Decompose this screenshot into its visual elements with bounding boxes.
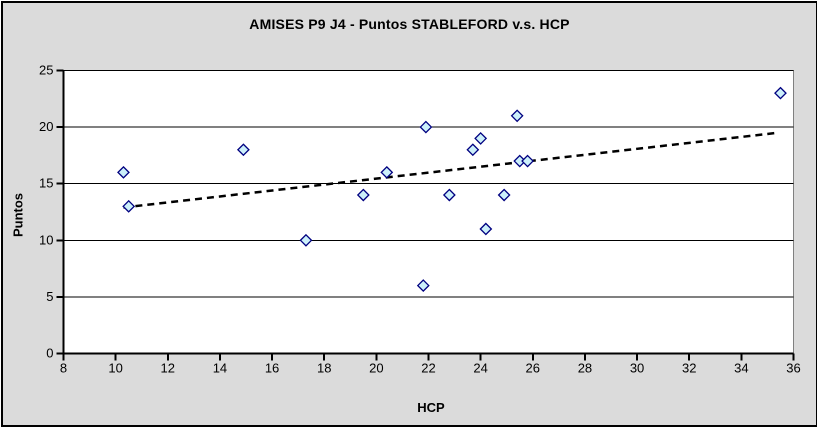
plot-area [63, 70, 794, 354]
data-point [117, 165, 130, 179]
data-point [466, 143, 480, 157]
x-tick-label: 34 [734, 361, 748, 376]
x-tick-label: 28 [578, 361, 592, 376]
data-point [122, 199, 136, 213]
x-tick-label: 8 [60, 361, 67, 376]
x-tick-label: 24 [473, 361, 487, 376]
x-axis-title: HCP [417, 400, 445, 415]
y-tick-label: 20 [39, 119, 53, 134]
trendline [123, 131, 778, 209]
x-tick-label: 12 [161, 361, 175, 376]
x-tick-label: 22 [421, 361, 435, 376]
data-point [474, 132, 488, 145]
x-tick-label: 30 [630, 361, 644, 376]
data-point [774, 86, 787, 100]
data-point [299, 233, 313, 247]
x-tick-label: 16 [265, 361, 279, 376]
data-point [497, 188, 511, 202]
y-axis-title: Puntos [10, 192, 26, 238]
y-tick-label: 15 [39, 176, 53, 191]
y-tick-label: 0 [46, 346, 53, 361]
data-point [442, 188, 456, 202]
y-tick-label: 10 [39, 232, 53, 247]
data-point [356, 188, 370, 202]
x-tick-label: 14 [213, 361, 227, 376]
data-point [416, 279, 430, 292]
x-tick-label: 20 [369, 361, 383, 376]
x-tick-label: 32 [682, 361, 696, 376]
y-tick-label: 5 [46, 289, 53, 304]
x-tick-label: 18 [317, 361, 331, 376]
chart-title: AMISES P9 J4 - Puntos STABLEFORD v.s. HC… [249, 16, 570, 32]
data-point [236, 143, 250, 157]
data-point [479, 222, 493, 236]
data-point [510, 109, 524, 123]
x-tick-label: 36 [786, 361, 800, 376]
data-point [521, 154, 534, 168]
data-point [380, 165, 394, 179]
x-tick-label: 10 [108, 361, 122, 376]
data-point [419, 120, 433, 134]
x-tick-label: 26 [526, 361, 540, 376]
y-tick-label: 25 [39, 63, 53, 78]
